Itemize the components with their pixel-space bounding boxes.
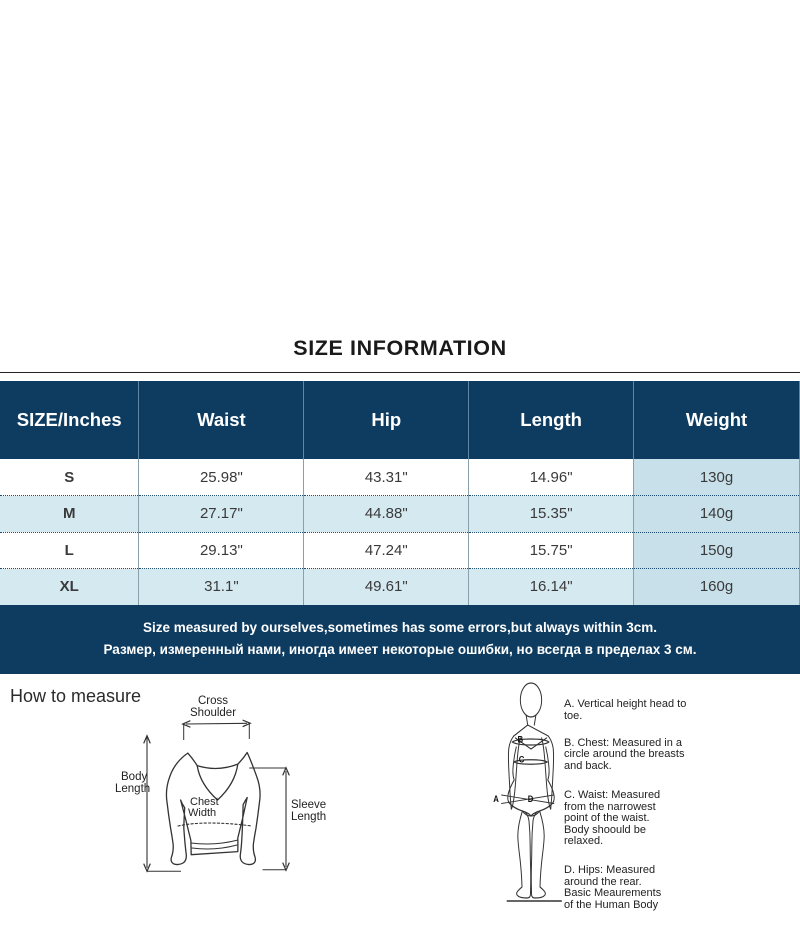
svg-text:Body: Body xyxy=(121,771,147,783)
svg-text:Width: Width xyxy=(188,807,216,819)
svg-text:B: B xyxy=(517,734,523,745)
svg-text:Sleeve: Sleeve xyxy=(291,799,326,811)
svg-text:Length: Length xyxy=(291,811,326,823)
svg-text:C: C xyxy=(519,754,525,765)
svg-text:D: D xyxy=(528,793,534,804)
svg-text:Cross: Cross xyxy=(198,695,228,707)
svg-text:Length: Length xyxy=(115,783,150,795)
svg-text:Shoulder: Shoulder xyxy=(190,707,236,719)
svg-text:A: A xyxy=(493,793,499,804)
